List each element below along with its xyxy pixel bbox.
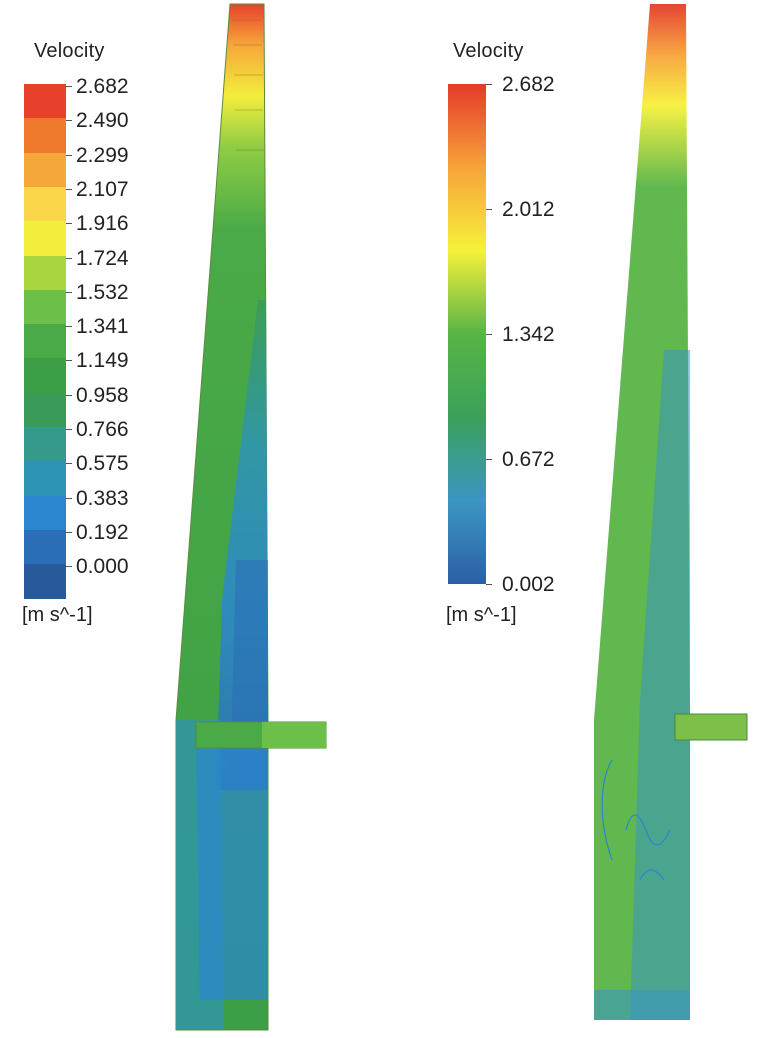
right-legend-title: Velocity [453,40,524,62]
left-legend-tick-mark [66,326,72,328]
right-legend-tick-label: 1.342 [502,323,555,346]
right-legend-tick-mark [486,84,492,85]
left-legend-band [24,118,66,154]
left-legend-tick-mark [66,154,72,156]
right-geometry [594,4,748,1020]
left-legend-tick-label: 2.682 [76,75,129,98]
left-legend-tick-label: 1.341 [76,315,129,339]
left-legend-tick-label: 0.383 [76,486,129,510]
left-legend-band [24,427,66,462]
left-geometry [175,3,327,1031]
right-legend-gradient-bar [448,84,486,584]
right-legend-tick-label: 2.682 [502,73,555,96]
left-legend-band [24,84,66,119]
left-legend-tick-mark [66,360,72,362]
left-legend-band [24,186,66,222]
left-legend-tick-label: 2.490 [76,109,129,133]
left-legend-band [24,564,66,599]
left-legend-band [24,152,66,188]
left-legend-tick-label: 0.575 [76,452,129,476]
left-legend-tick-mark [66,429,72,430]
left-legend-tick-mark [66,86,72,87]
left-legend-tick-mark [66,120,72,122]
right-legend-tick-label: 0.002 [502,573,555,596]
left-legend-units: [m s^-1] [22,604,93,626]
right-legend-units: [m s^-1] [446,604,517,626]
left-legend-tick-label: 0.766 [76,418,129,441]
left-legend-title: Velocity [34,40,105,62]
left-legend-tick-mark [66,257,72,259]
left-legend-tick-mark [66,188,72,190]
left-legend-tick-label: 2.299 [76,143,129,167]
left-legend-tick-mark [66,566,72,568]
left-legend-tick-label: 2.107 [76,177,129,201]
left-legend-band [24,221,66,256]
left-legend-tick-label: 1.916 [76,212,129,236]
left-legend-tick-label: 1.724 [76,246,129,270]
left-legend-tick-mark [66,394,72,396]
right-legend-tick-label: 0.672 [502,448,555,471]
right-legend-tick-mark [486,209,492,210]
left-legend-tick-label: 0.000 [76,555,129,579]
left-legend-tick-label: 0.958 [76,383,129,407]
left-legend-band [24,461,66,497]
left-legend-tick-label: 0.192 [76,520,129,544]
left-legend-tick-mark [66,463,72,465]
left-legend-band [24,495,66,531]
left-legend-tick-mark [66,223,72,225]
left-legend-band [24,529,66,565]
right-legend-tick-mark [486,584,492,585]
right-legend-tick-label: 2.012 [502,198,555,221]
left-legend-tick-mark [66,531,72,533]
left-legend-band [24,392,66,428]
left-legend-tick-label: 1.149 [76,349,129,373]
left-legend-band [24,289,66,325]
left-legend-band [24,358,66,394]
left-legend-tick-mark [66,497,72,499]
right-legend-tick-mark [486,459,492,460]
left-legend-band [24,255,66,291]
right-legend-tick-mark [486,334,492,335]
left-legend-tick-label: 1.532 [76,280,129,304]
left-legend-tick-mark [66,291,72,293]
left-legend-band [24,324,66,359]
